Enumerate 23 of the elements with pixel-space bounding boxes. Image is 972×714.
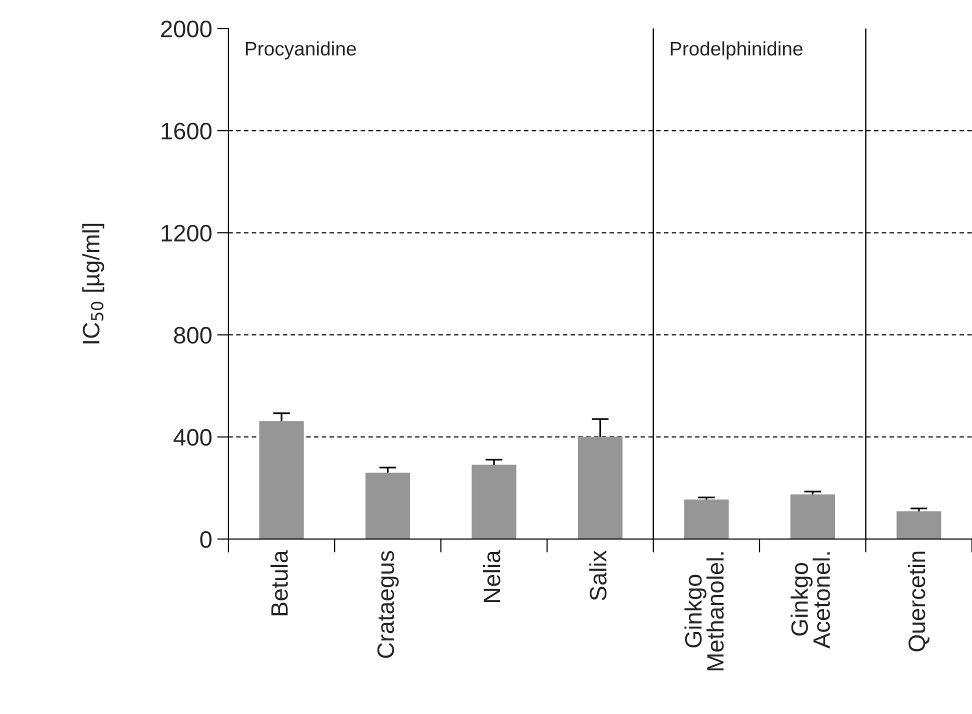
y-tick-label: 400 — [174, 429, 212, 446]
y-tick-label: 800 — [174, 326, 212, 344]
x-tick-label: Crataegus — [377, 551, 399, 658]
x-tick-label: Ginkgo Acetonel. — [790, 552, 830, 649]
bar — [790, 494, 835, 540]
y-tick-label: 0 — [200, 531, 212, 548]
bar — [259, 421, 304, 540]
x-tick-label: Nelia — [482, 550, 500, 602]
x-tick-label: Quercetin — [908, 552, 930, 652]
annotation: Procyanidine — [246, 41, 356, 60]
y-tick-label: 2000 — [161, 20, 212, 38]
bar — [472, 464, 516, 540]
bar — [365, 472, 410, 540]
y-tick-label: 1200 — [162, 224, 212, 242]
y-tick-label: 1600 — [162, 122, 212, 140]
bar — [684, 500, 729, 540]
x-tick-label: Salix — [589, 550, 607, 600]
x-tick-label: Betula — [270, 550, 288, 616]
x-tick-label: Ginkgo Methanolel. — [684, 552, 724, 670]
bar — [896, 511, 942, 540]
annotation: Prodelphinidine — [670, 41, 802, 60]
y-axis-title: IC$_{50}$ [µg/ml] — [82, 224, 104, 344]
bar — [578, 436, 623, 540]
